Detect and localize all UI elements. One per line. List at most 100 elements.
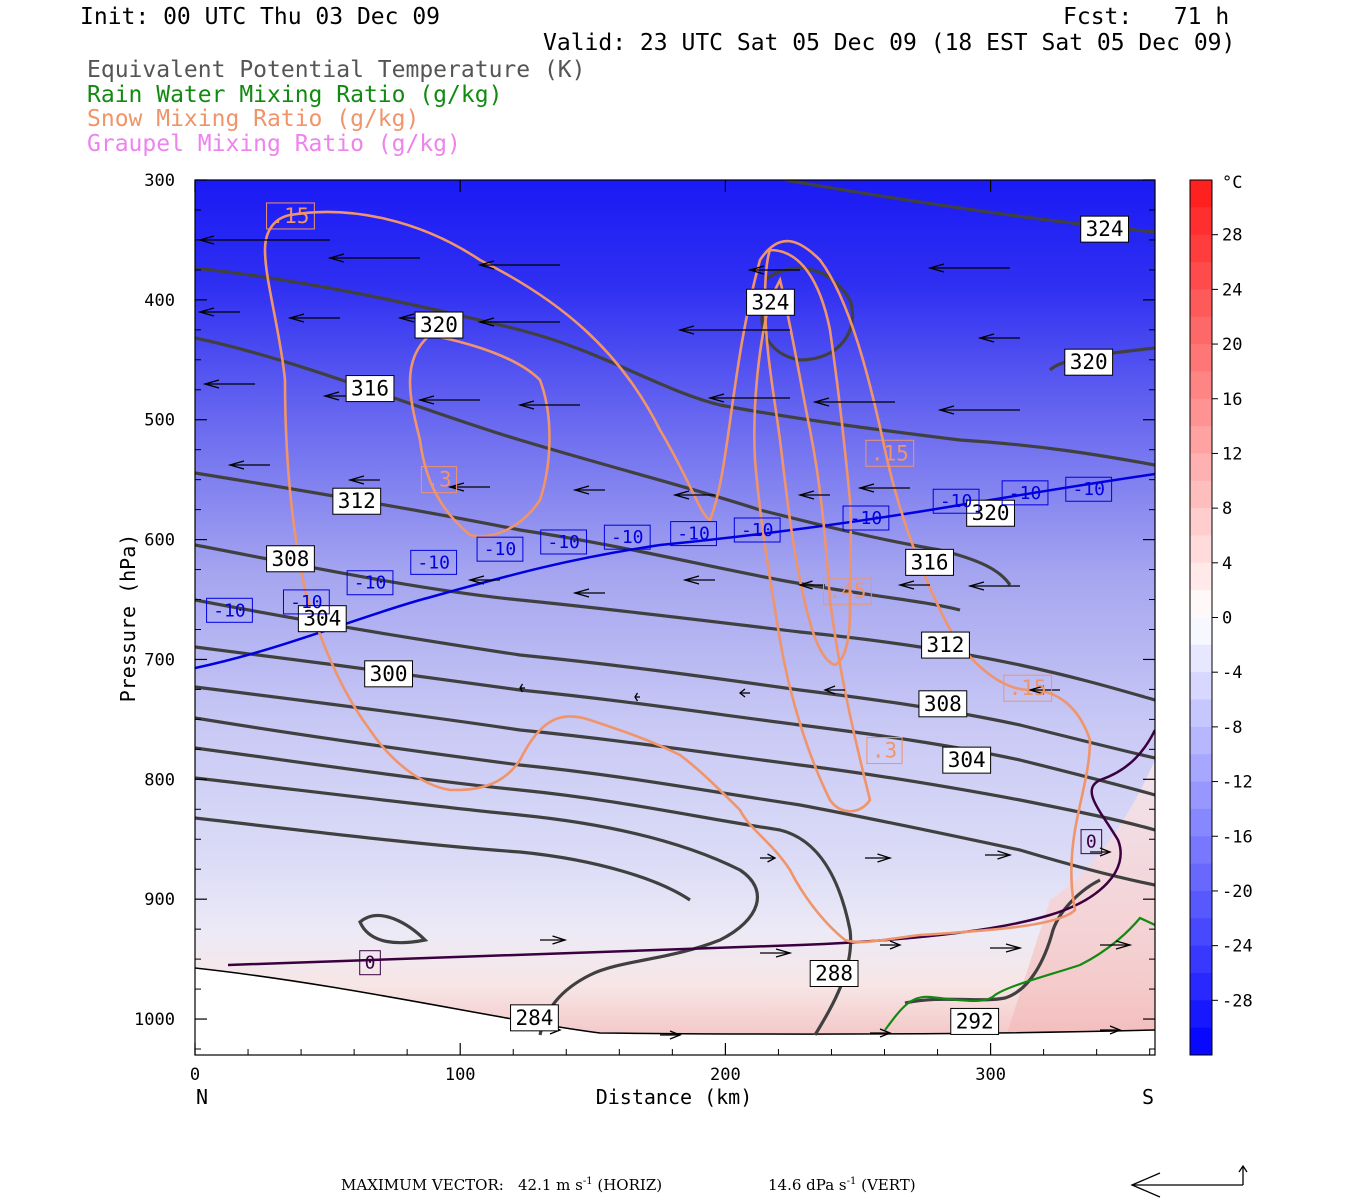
wind-vector-head [1115,940,1133,950]
colorbar-segment [1190,808,1212,837]
axes: 300 400 500 600 700 800 900 1000 0 100 200 300 [134,171,1155,1085]
isotherm-label: -10 [603,524,651,550]
colorbar-segment [1190,371,1212,400]
y-tick-label: 1000 [134,1010,175,1030]
isotherm-minus-10 [195,472,1155,670]
snow-label-box [266,202,315,230]
theta_e-label-box [950,1007,1000,1035]
theta-e-line [195,816,691,902]
wind-vector-head [677,325,695,335]
wind-vector-head [347,475,365,485]
snow-label-box [865,439,915,467]
rain-water-line [884,916,1155,1031]
isotherm-label-text: -10 [290,592,323,613]
colorbar-segment [1190,863,1212,892]
theta-e-line [760,266,855,362]
theta_e-label: 304 [297,605,347,633]
snow-label: .45 [822,577,872,605]
theta_e-label-text: 308 [924,692,962,716]
theta_e-label-box [918,690,968,718]
max-horizontal-vector: 42.1 m s-1 (HORIZ) [518,1176,663,1194]
theta_e-label-text: 324 [1086,217,1124,241]
forecast-hour: Fcst: 71 h [1063,4,1230,30]
snow-mixing-ratio-line [263,210,1092,944]
theta_e-label-box [905,548,954,576]
wind-vector-head [823,685,836,695]
snow-label-box [866,737,903,765]
isotherm-label-box [540,529,588,555]
wind-vector-head [572,588,590,598]
wind-vector-head [1109,1025,1122,1035]
snow-label: .3 [420,466,458,494]
wind-vector-head [937,405,955,415]
isotherm-label: -10 [346,570,394,596]
colorbar-segment [1190,426,1212,454]
snow-label: .15 [266,202,315,230]
theta-e-line [195,746,853,1036]
wind-vector-head [467,575,485,585]
colorbar-segment [1190,234,1212,263]
y-tick-label: 300 [144,171,175,191]
colorbar-tick-label: 12 [1222,444,1242,464]
wind-vector-head [1027,685,1045,695]
colorbar-tick-label: 16 [1222,390,1242,410]
theta_e-label: 288 [809,959,859,987]
wind-vector-head [519,683,524,693]
wind-vector-head [707,393,725,403]
isotherm-label-box [410,549,458,575]
theta_e-label: 320 [414,311,464,339]
snow-mixing-ratio-line [753,276,872,813]
snow-label-text: .3 [426,468,451,492]
isotherm-label: -10 [670,521,717,547]
wind-vector-head [477,317,495,327]
theta_e-label-text: 320 [1070,350,1108,374]
theta_e-label-box [510,1004,559,1032]
y-tick-label: 800 [144,770,175,790]
theta_e-label: 308 [918,690,968,718]
snow-label-box [1003,674,1053,702]
isotherm-label-text: -10 [1072,479,1105,500]
wind-vector-head [552,935,568,945]
x-tick-label: 200 [710,1065,741,1085]
isotherm-label-text: -10 [547,532,580,553]
theta_e-label: 308 [266,545,315,573]
colorbar-segment [1190,508,1212,536]
theta_e-label: 292 [950,1007,1000,1035]
theta_e-label-text: 312 [927,633,965,657]
snow-label-text: .15 [871,441,909,465]
colorbar-segment [1190,672,1212,701]
snow-mixing-ratio-line [408,333,551,538]
isotherm-label-text: -10 [940,491,973,512]
colorbar-segment [1190,289,1212,318]
wind-vector-head [287,313,305,323]
theta_e-label: 312 [921,631,970,659]
snow-label: .3 [866,737,903,765]
isotherm-label-text: -10 [354,573,387,594]
colorbar-segment [1190,398,1212,427]
isotherm-label: -10 [282,589,330,615]
x-axis-right-end: S [1142,1085,1154,1109]
colorbar-segment [1190,207,1212,236]
colorbar-tick-label: 4 [1222,554,1232,574]
wind-vector-head [669,1030,682,1040]
wind-vector-head [977,333,995,343]
y-tick-label: 900 [144,890,175,910]
colorbar-tick-label: -24 [1222,937,1253,957]
wind-vector-head [197,307,215,317]
x-axis-left-end: N [196,1085,208,1109]
isotherm-label: -10 [476,536,524,562]
isotherm-label-box [346,570,394,596]
theta_e-label-box [746,288,795,316]
snow-label-text: .15 [1009,676,1047,700]
isotherm-label-box [1065,476,1113,502]
colorbar-segment [1190,945,1212,974]
snow-label: .15 [865,439,915,467]
wind-vector-head [517,400,535,410]
theta_e-label: 312 [332,487,382,515]
isotherm-label-text: -10 [741,520,774,541]
theta_e-label: 304 [942,746,992,774]
theta_e-label-text: 316 [351,377,389,401]
colorbar-segment [1190,644,1212,673]
theta-e-line [358,913,429,945]
